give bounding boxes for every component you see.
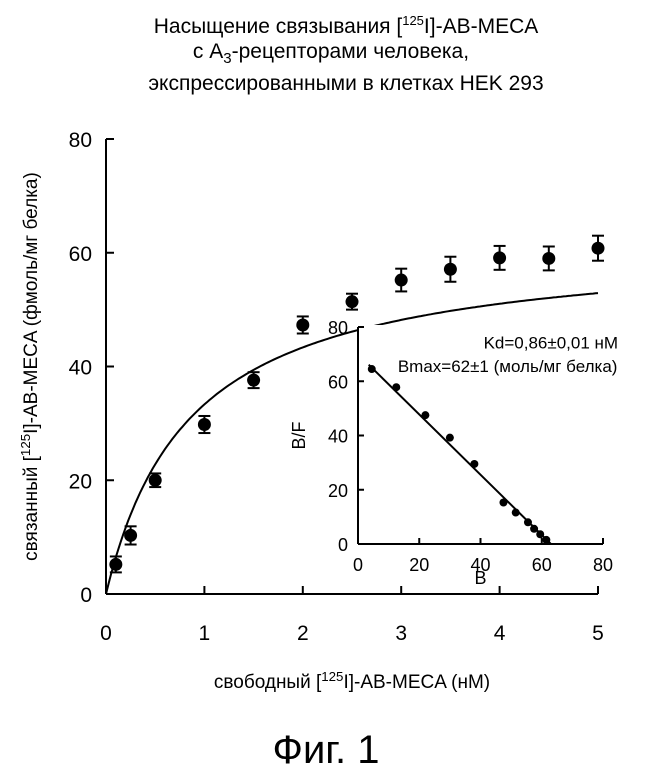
data-point: [124, 529, 137, 542]
y-tick-label: 0: [80, 584, 92, 607]
inset-data-point: [512, 509, 520, 517]
x-tick-label: 5: [592, 622, 604, 645]
inset-y-tick-label: 80: [328, 318, 348, 338]
data-point: [247, 374, 260, 387]
x-tick-label: 2: [297, 622, 309, 645]
inset-data-point: [446, 434, 454, 442]
bmax-annotation: Bmax=62±1 (моль/мг белка): [398, 357, 618, 376]
x-tick-label: 1: [199, 622, 211, 645]
y-axis-label: связанный [125I]-AB-MECA (фмоль/мг белка…: [18, 172, 43, 561]
data-point: [542, 252, 555, 265]
inset-data-point: [421, 411, 429, 419]
data-point: [395, 274, 408, 287]
data-point: [149, 474, 162, 487]
y-tick-label: 20: [69, 470, 92, 493]
data-point: [592, 242, 605, 255]
inset-x-tick-label: 80: [593, 555, 613, 575]
inset-x-tick-label: 20: [409, 555, 429, 575]
inset-y-tick-label: 20: [328, 481, 348, 501]
inset-data-point: [530, 525, 538, 533]
figure-caption: Фиг. 1: [0, 728, 652, 773]
inset-data-point: [499, 498, 507, 506]
x-tick-label: 0: [100, 622, 112, 645]
data-point: [493, 251, 506, 264]
x-axis-label: свободный [125I]-AB-MECA (нМ): [214, 669, 490, 694]
inset-y-tick-label: 0: [338, 535, 348, 555]
data-point: [444, 263, 457, 276]
inset-x-tick-label: 60: [532, 555, 552, 575]
inset-x-tick-label: 0: [353, 555, 363, 575]
data-point: [198, 418, 211, 431]
inset-y-tick-label: 60: [328, 372, 348, 392]
inset-data-point: [392, 383, 400, 391]
inset-y-tick-label: 40: [328, 427, 348, 447]
data-point: [346, 295, 359, 308]
inset-plot: 020406080020406080BB/FKd=0,86±0,01 нМBma…: [289, 318, 618, 588]
inset-data-point: [470, 460, 478, 468]
data-point: [296, 318, 309, 331]
y-tick-label: 60: [69, 243, 92, 266]
x-tick-label: 3: [395, 622, 407, 645]
kd-annotation: Kd=0,86±0,01 нМ: [484, 334, 619, 353]
y-tick-label: 80: [69, 129, 92, 152]
inset-y-axis-label: B/F: [289, 421, 309, 449]
inset-data-point: [524, 518, 532, 526]
inset-data-point: [368, 365, 376, 373]
y-tick-label: 40: [69, 357, 92, 380]
data-point: [109, 558, 122, 571]
x-tick-label: 4: [494, 622, 506, 645]
inset-data-point: [542, 536, 550, 544]
chart-canvas: 0 1 2 3 4 5 0 20 40 60 80 свободный [125I]-AB-MECA …: [0, 0, 652, 720]
inset-data-point: [536, 530, 544, 538]
inset-x-axis-label: B: [474, 568, 486, 588]
